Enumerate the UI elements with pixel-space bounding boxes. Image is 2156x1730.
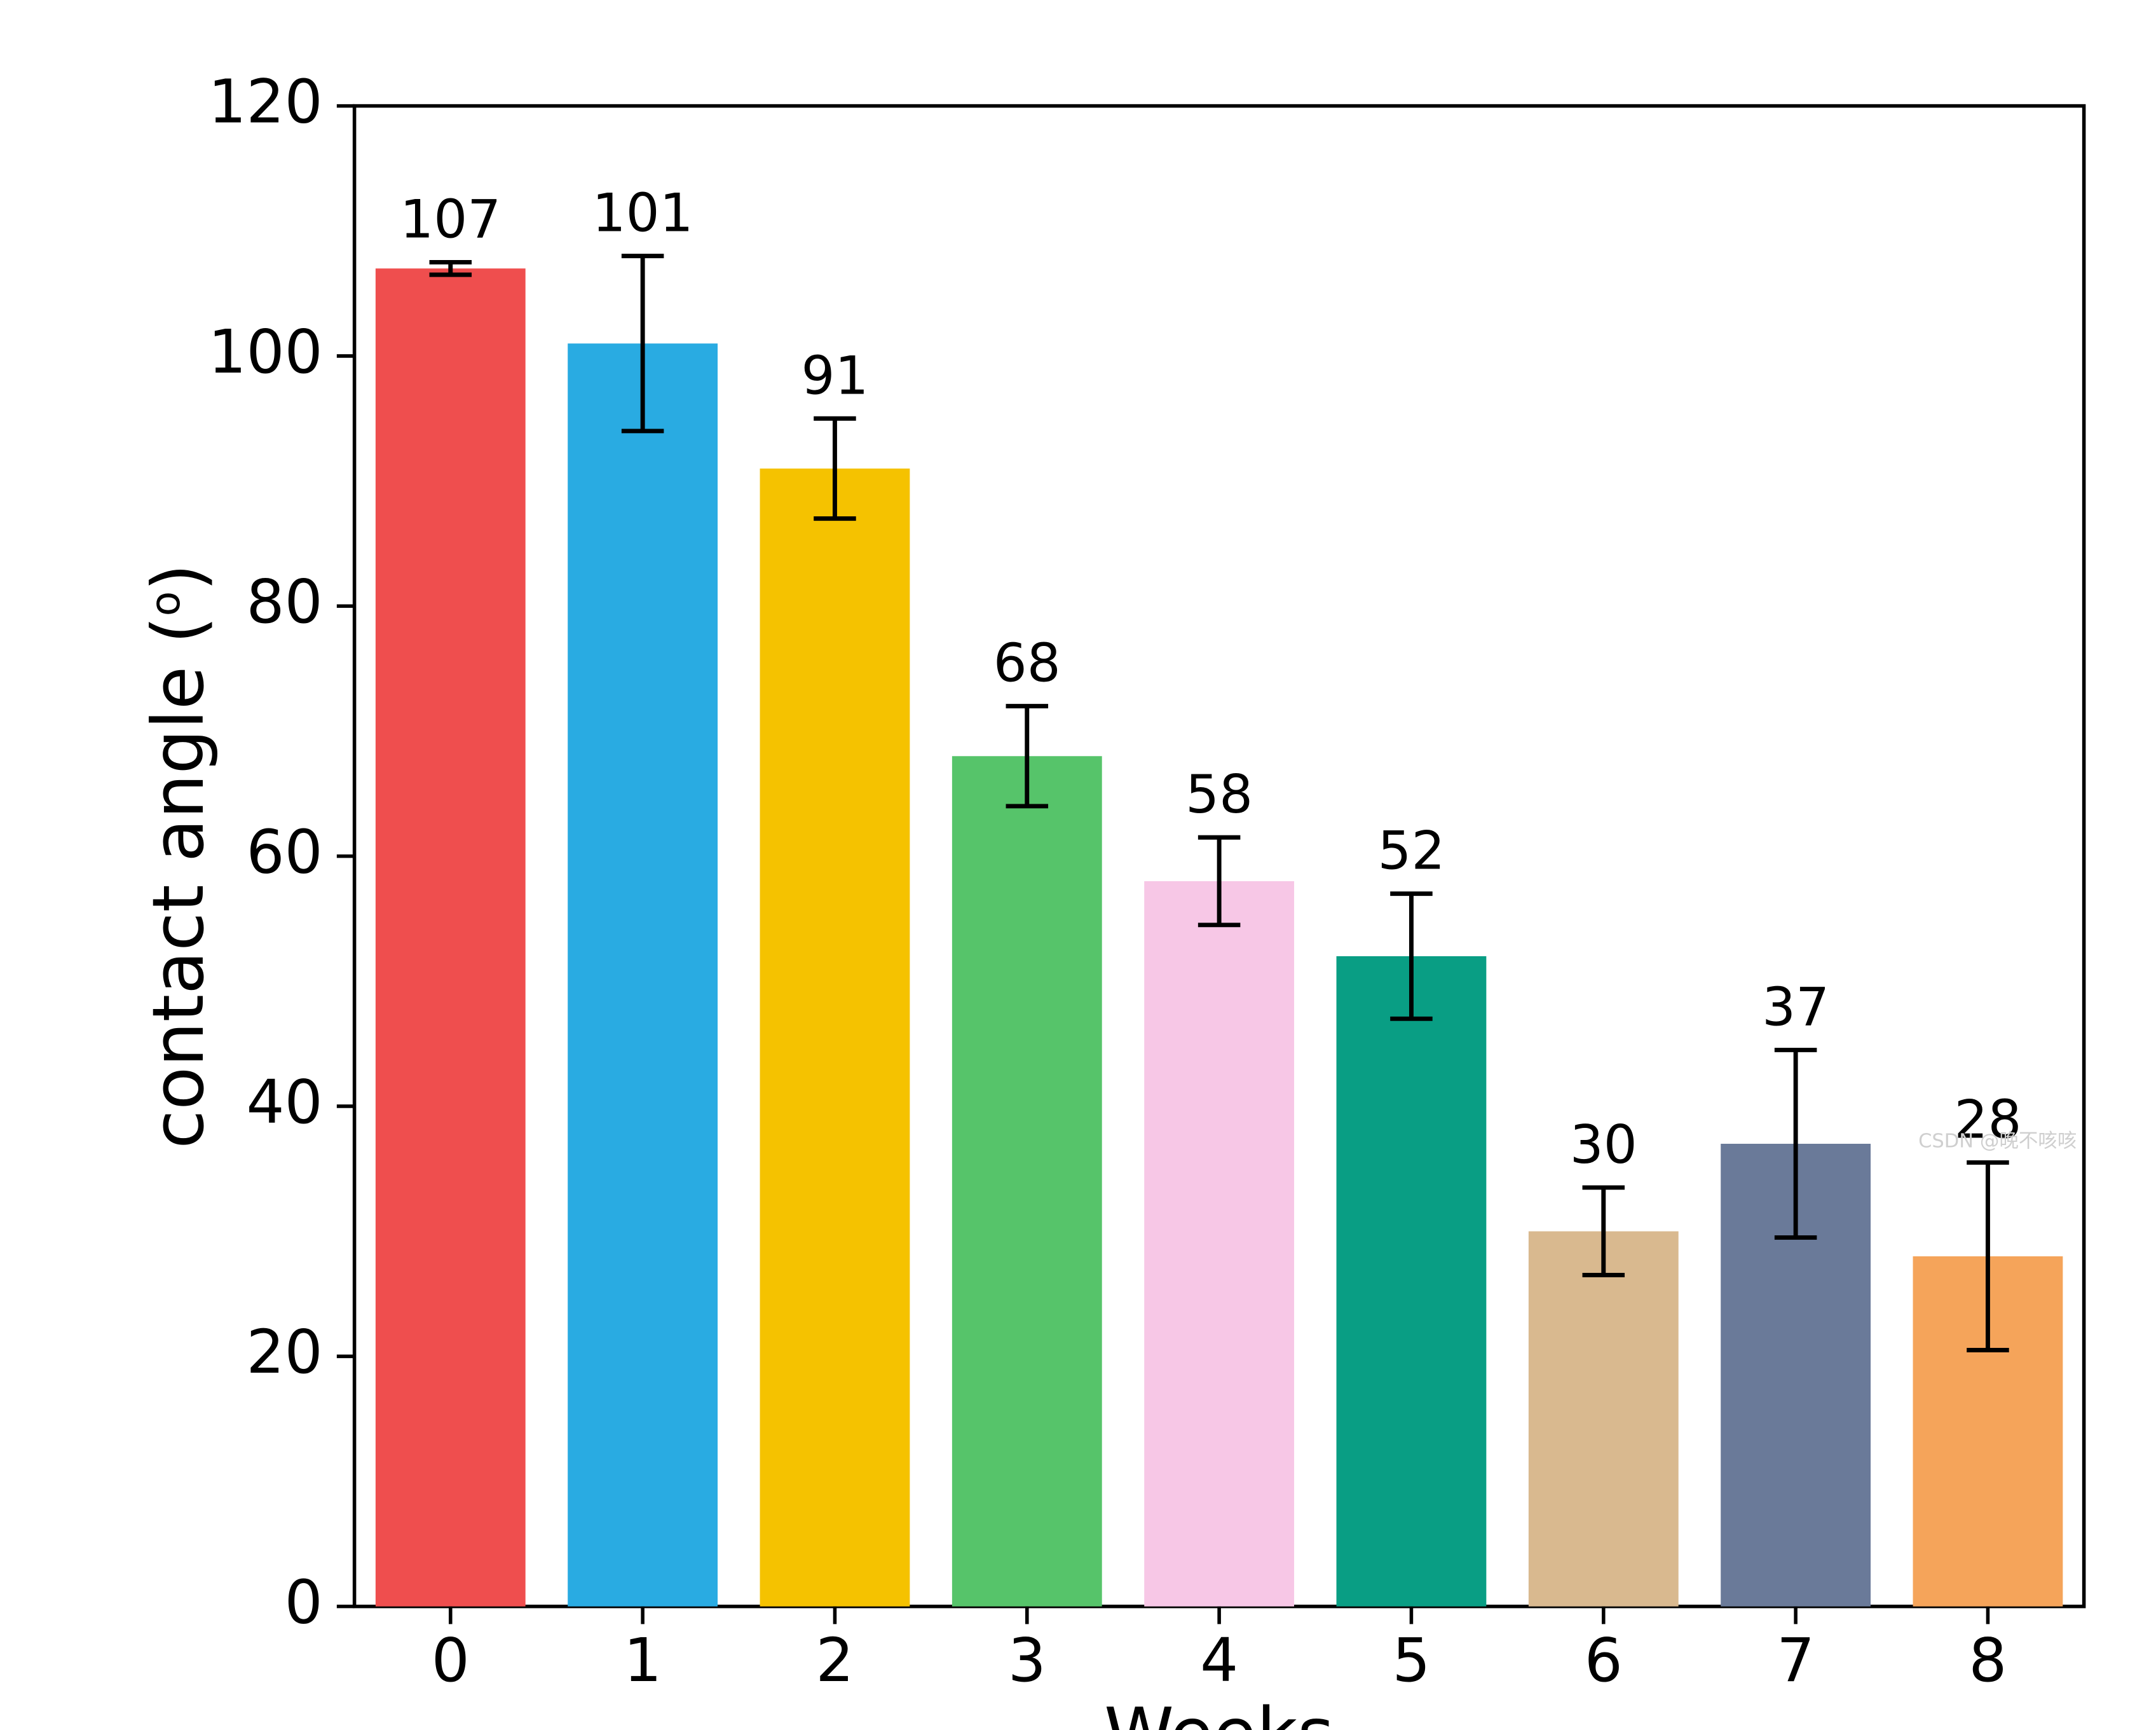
chart-container: 10710191685852303728 020406080100120 012… (0, 0, 2156, 1730)
x-tick-label: 1 (624, 1626, 662, 1696)
y-tick-label: 0 (285, 1568, 323, 1638)
bar-value-label: 52 (1377, 820, 1445, 882)
y-tick-label: 60 (247, 817, 323, 887)
bar-value-label: 30 (1570, 1114, 1637, 1176)
y-axis-label-main: contact angle ( (138, 616, 220, 1149)
y-tick-label: 20 (247, 1317, 323, 1387)
watermark-text: CSDN @晚不咳咳 (1918, 1130, 2077, 1153)
x-tick-label: 4 (1200, 1626, 1238, 1696)
y-tick-label: 40 (247, 1068, 323, 1137)
bar (1529, 1232, 1679, 1607)
x-tick-label: 2 (815, 1626, 854, 1696)
bar (1144, 881, 1294, 1607)
y-axis-label-suffix: ) (138, 563, 220, 591)
x-tick-label: 8 (1968, 1626, 2007, 1696)
bar (952, 756, 1102, 1606)
bar-value-label: 107 (400, 189, 501, 251)
bar-value-label: 58 (1185, 764, 1253, 825)
x-tick-label: 3 (1008, 1626, 1046, 1696)
y-tick-label: 100 (208, 317, 322, 387)
y-tick-label: 120 (208, 67, 322, 137)
bar (1337, 956, 1487, 1607)
x-tick-label: 7 (1777, 1626, 1815, 1696)
bar-value-label: 37 (1762, 977, 1829, 1038)
y-axis-label: contact angle (o) (138, 563, 220, 1148)
x-tick-label: 5 (1392, 1626, 1430, 1696)
bar (760, 469, 910, 1607)
bar (568, 343, 718, 1606)
degree-superscript: o (141, 591, 189, 616)
x-axis-label: Weeks (1104, 1693, 1334, 1730)
contact-angle-bar-chart: 10710191685852303728 020406080100120 012… (0, 0, 2156, 1730)
bar (376, 268, 526, 1606)
bar-value-label: 101 (592, 182, 693, 244)
x-tick-label: 6 (1585, 1626, 1623, 1696)
bar-value-label: 68 (993, 633, 1061, 694)
x-tick-label: 0 (432, 1626, 470, 1696)
y-tick-label: 80 (247, 567, 323, 637)
bar-value-label: 91 (801, 345, 868, 406)
